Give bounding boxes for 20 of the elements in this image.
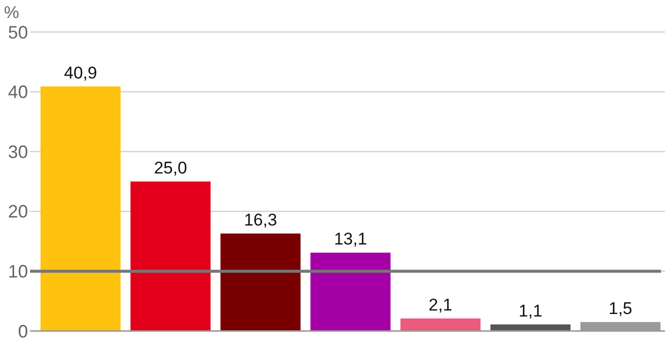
data-label: 13,1 — [334, 230, 368, 249]
y-tick-label: 20 — [8, 202, 28, 222]
bar — [310, 252, 391, 331]
data-label: 40,9 — [64, 63, 98, 82]
bar — [490, 324, 571, 331]
data-label: 25,0 — [154, 158, 188, 178]
y-tick-label: 50 — [8, 22, 28, 42]
y-tick-label: 30 — [8, 142, 28, 162]
y-tick-label: 10 — [8, 262, 28, 282]
bar — [130, 182, 211, 331]
data-label: 16,3 — [244, 210, 278, 230]
data-label: 1,1 — [518, 301, 542, 320]
bar — [400, 318, 481, 331]
data-label: 2,1 — [428, 295, 452, 314]
bar — [220, 234, 301, 331]
data-label: 1,5 — [608, 299, 632, 318]
y-tick-label: 0 — [18, 321, 28, 342]
y-axis-title: % — [4, 3, 20, 22]
y-tick-label: 40 — [8, 82, 28, 102]
bar — [40, 86, 121, 331]
